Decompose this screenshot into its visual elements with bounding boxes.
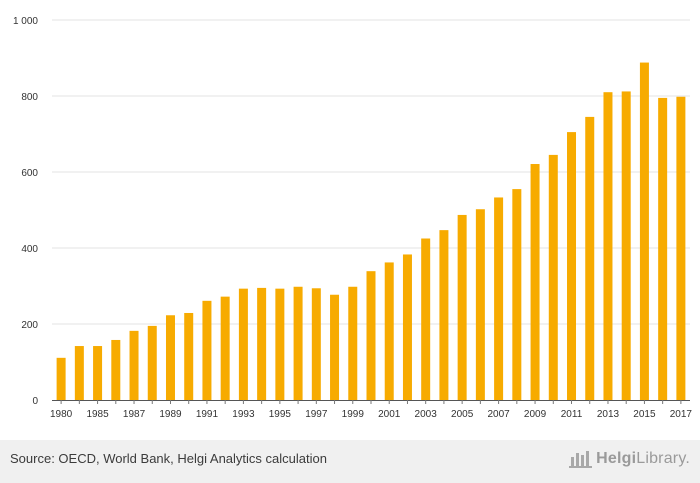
bar bbox=[74, 346, 84, 400]
x-tick-label: 1995 bbox=[269, 409, 292, 420]
x-axis-tick-marks bbox=[60, 400, 682, 404]
source-note: Source: OECD, World Bank, Helgi Analytic… bbox=[10, 451, 327, 466]
x-tick-label: 2013 bbox=[597, 409, 620, 420]
y-tick-label: 1 000 bbox=[13, 16, 38, 27]
helgi-library-logo-icon bbox=[569, 451, 593, 468]
helgi-library-logo[interactable]: HelgiLibrary. bbox=[569, 448, 690, 470]
bar bbox=[676, 96, 686, 400]
bar bbox=[512, 189, 522, 400]
bar bbox=[585, 116, 595, 401]
bar bbox=[257, 287, 267, 400]
grid-lines bbox=[52, 19, 690, 325]
bar bbox=[330, 294, 340, 400]
bars bbox=[56, 62, 686, 401]
x-tick-label: 1980 bbox=[50, 409, 73, 420]
y-tick-label: 800 bbox=[21, 92, 38, 103]
bar bbox=[202, 300, 212, 400]
bar bbox=[220, 296, 230, 400]
x-tick-label: 1993 bbox=[232, 409, 255, 420]
bar bbox=[603, 92, 613, 400]
x-tick-label: 1987 bbox=[123, 409, 146, 420]
bar bbox=[238, 288, 248, 400]
x-tick-label: 1989 bbox=[159, 409, 182, 420]
logo-suffix: Library. bbox=[636, 450, 690, 467]
bar bbox=[567, 132, 577, 400]
bar bbox=[348, 286, 358, 400]
x-tick-label: 2011 bbox=[561, 409, 583, 420]
bar bbox=[494, 197, 504, 400]
x-tick-label: 2003 bbox=[415, 409, 438, 420]
bar bbox=[165, 315, 175, 400]
y-tick-label: 400 bbox=[21, 244, 38, 255]
x-tick-label: 2017 bbox=[670, 409, 693, 420]
bar bbox=[402, 254, 412, 400]
bar bbox=[184, 312, 194, 400]
bar bbox=[621, 91, 631, 400]
x-tick-label: 2009 bbox=[524, 409, 547, 420]
y-tick-label: 600 bbox=[21, 168, 38, 179]
bar bbox=[384, 262, 394, 400]
x-tick-label: 1985 bbox=[86, 409, 109, 420]
bar bbox=[639, 62, 649, 401]
bar bbox=[530, 164, 540, 400]
bar bbox=[439, 230, 449, 400]
bar bbox=[421, 238, 431, 400]
bar bbox=[366, 271, 376, 400]
logo-prefix: Helgi bbox=[596, 450, 637, 467]
x-tick-label: 2015 bbox=[633, 409, 656, 420]
bar bbox=[275, 288, 285, 400]
y-tick-label: 200 bbox=[21, 320, 38, 331]
bar bbox=[93, 346, 103, 400]
bar bbox=[658, 97, 668, 401]
bar bbox=[293, 286, 303, 400]
x-tick-label: 1999 bbox=[342, 409, 365, 420]
bar bbox=[111, 339, 121, 400]
y-axis-tick-labels: 0 200 400 600 800 1 000 bbox=[13, 16, 38, 407]
x-tick-label: 2007 bbox=[487, 409, 510, 420]
bar bbox=[457, 214, 467, 400]
y-tick-label: 0 bbox=[32, 396, 38, 407]
bar bbox=[548, 154, 558, 400]
bar bbox=[311, 288, 321, 400]
x-tick-label: 1997 bbox=[305, 409, 328, 420]
bar bbox=[475, 209, 485, 400]
bar bbox=[129, 330, 139, 400]
logo-text: HelgiLibrary. bbox=[596, 450, 690, 468]
bar bbox=[56, 357, 66, 400]
x-tick-label: 1991 bbox=[196, 409, 219, 420]
x-tick-label: 2001 bbox=[378, 409, 401, 420]
x-axis-tick-labels: 1980 1985 1987 1989 1991 1993 1995 1997 1999 2001… bbox=[50, 409, 692, 420]
bar bbox=[147, 325, 157, 400]
x-tick-label: 2005 bbox=[451, 409, 474, 420]
